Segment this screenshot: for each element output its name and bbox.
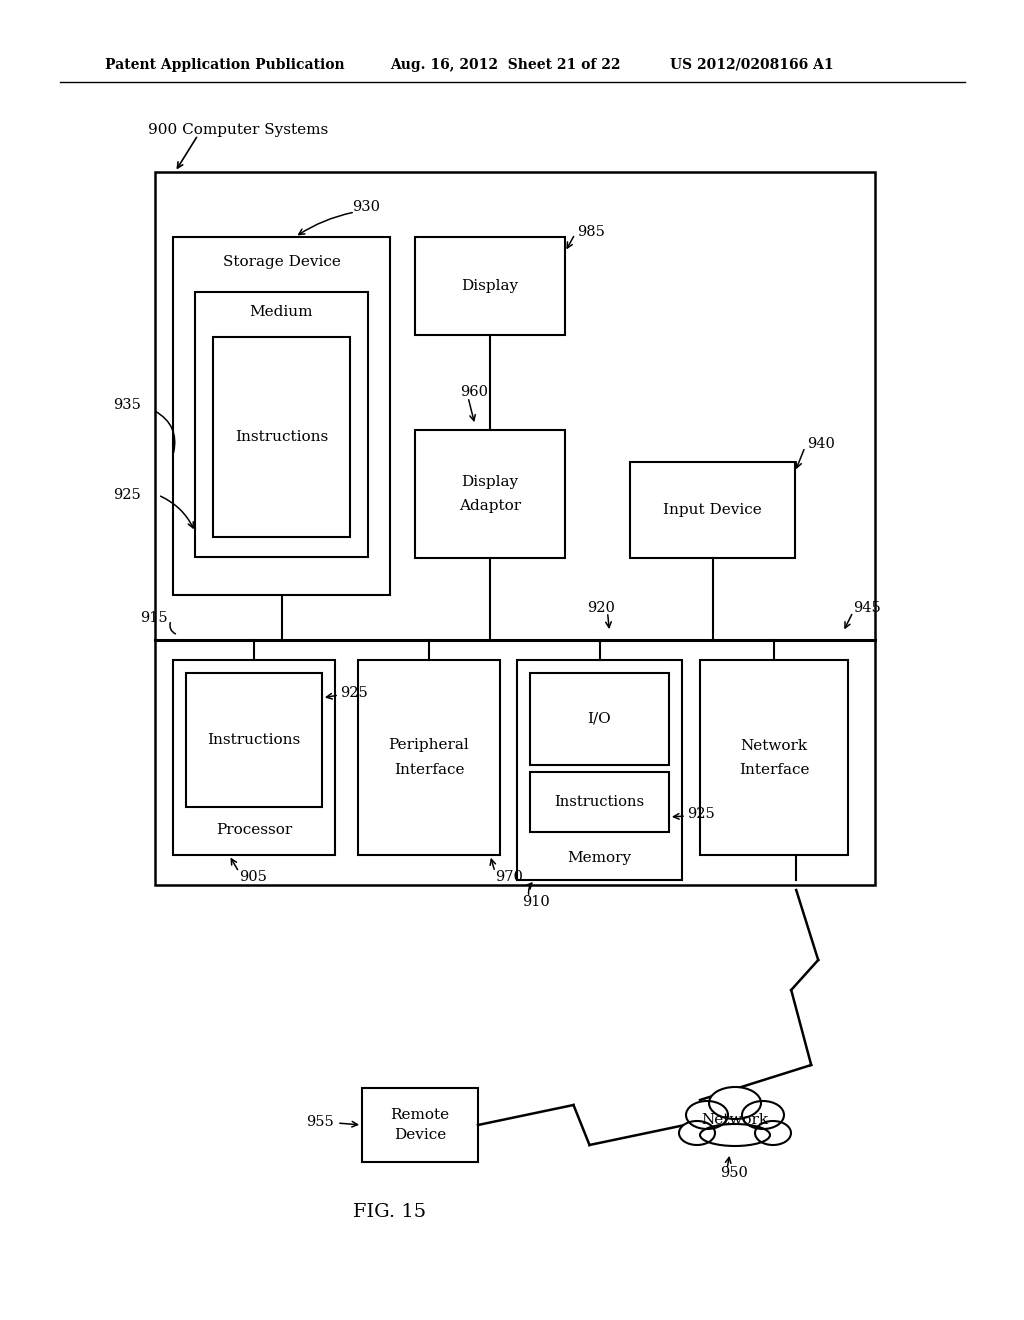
- Text: Display: Display: [462, 475, 518, 488]
- Bar: [155, 172, 874, 884]
- Text: 960: 960: [460, 385, 488, 399]
- Bar: [415, 238, 565, 335]
- Ellipse shape: [700, 1125, 770, 1146]
- Text: Instructions: Instructions: [554, 795, 644, 809]
- Text: I/O: I/O: [588, 711, 611, 726]
- Bar: [362, 1088, 478, 1162]
- Text: 950: 950: [720, 1166, 748, 1180]
- Ellipse shape: [709, 1086, 761, 1119]
- Text: Input Device: Input Device: [664, 503, 762, 517]
- Text: Display: Display: [462, 279, 518, 293]
- Text: 920: 920: [588, 601, 615, 615]
- Text: Network: Network: [740, 738, 808, 752]
- Text: 930: 930: [352, 201, 380, 214]
- Ellipse shape: [686, 1101, 728, 1129]
- Text: Remote: Remote: [390, 1107, 450, 1122]
- Ellipse shape: [755, 1121, 791, 1144]
- Text: Device: Device: [394, 1129, 446, 1142]
- Text: 945: 945: [853, 601, 881, 615]
- Text: 940: 940: [807, 437, 835, 451]
- Text: Patent Application Publication: Patent Application Publication: [105, 58, 345, 73]
- Text: 900 Computer Systems: 900 Computer Systems: [148, 123, 329, 137]
- Text: 915: 915: [140, 611, 168, 624]
- Text: Peripheral: Peripheral: [389, 738, 469, 752]
- Text: Storage Device: Storage Device: [222, 255, 340, 269]
- Text: Instructions: Instructions: [208, 733, 301, 747]
- Bar: [517, 660, 682, 880]
- Bar: [630, 462, 795, 558]
- Text: 910: 910: [522, 895, 550, 909]
- Text: 970: 970: [495, 870, 523, 884]
- Bar: [173, 238, 390, 595]
- Text: US 2012/0208166 A1: US 2012/0208166 A1: [670, 58, 834, 73]
- Text: Processor: Processor: [216, 822, 292, 837]
- Bar: [195, 292, 368, 557]
- Ellipse shape: [679, 1121, 715, 1144]
- Text: Medium: Medium: [250, 305, 313, 319]
- Text: Interface: Interface: [738, 763, 809, 776]
- Text: Adaptor: Adaptor: [459, 499, 521, 513]
- Bar: [530, 772, 669, 832]
- Bar: [530, 673, 669, 766]
- Text: Instructions: Instructions: [234, 430, 328, 444]
- Bar: [700, 660, 848, 855]
- Bar: [186, 673, 322, 807]
- Bar: [173, 660, 335, 855]
- Text: 925: 925: [340, 686, 368, 700]
- Text: 985: 985: [577, 224, 605, 239]
- Bar: [358, 660, 500, 855]
- Bar: [415, 430, 565, 558]
- Text: Interface: Interface: [394, 763, 464, 776]
- Text: 935: 935: [113, 399, 141, 412]
- Text: Memory: Memory: [567, 851, 632, 865]
- Bar: [213, 337, 350, 537]
- Ellipse shape: [742, 1101, 784, 1129]
- Text: 905: 905: [239, 870, 267, 884]
- Text: 955: 955: [306, 1115, 334, 1129]
- Text: Aug. 16, 2012  Sheet 21 of 22: Aug. 16, 2012 Sheet 21 of 22: [390, 58, 621, 73]
- Text: FIG. 15: FIG. 15: [353, 1203, 427, 1221]
- Text: Network: Network: [701, 1113, 769, 1127]
- Text: 925: 925: [114, 488, 141, 502]
- Text: 925: 925: [687, 807, 715, 821]
